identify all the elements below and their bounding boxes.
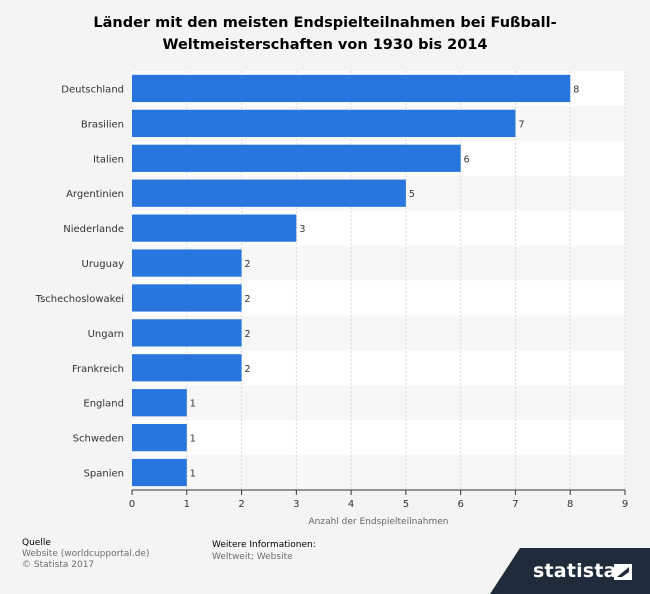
bar[interactable]	[132, 249, 242, 277]
bar[interactable]	[132, 458, 187, 487]
x-tick-label: 9	[622, 499, 628, 510]
value-label: 1	[190, 434, 196, 445]
value-label: 6	[464, 154, 470, 165]
bar[interactable]	[132, 389, 187, 417]
chart-title: Länder mit den meisten Endspielteilnahme…	[40, 12, 610, 56]
bar[interactable]	[132, 144, 461, 172]
value-label: 1	[190, 399, 196, 410]
value-label: 8	[573, 84, 579, 95]
x-tick-label: 2	[238, 499, 244, 510]
value-label: 2	[245, 294, 251, 305]
bar[interactable]	[132, 214, 297, 242]
value-label: 1	[190, 469, 196, 480]
value-label: 5	[409, 189, 415, 200]
category-label: Frankreich	[72, 364, 124, 375]
source-website[interactable]: Website (worldcupportal.de)	[22, 549, 150, 559]
info-label: Weitere Informationen:	[212, 540, 316, 550]
category-label: Ungarn	[88, 329, 124, 340]
category-label: Deutschland	[61, 84, 124, 95]
category-label: Italien	[93, 154, 124, 165]
bar-chart: Deutschland 8 Brasilien 7 Italien 6 Argentinie…	[35, 71, 628, 527]
category-label: Niederlande	[63, 224, 124, 235]
bar[interactable]	[132, 424, 187, 452]
bar[interactable]	[132, 179, 406, 207]
info-text: Weltweit; Website	[212, 552, 293, 562]
category-label: Brasilien	[81, 119, 124, 130]
chart-title-line-1: Länder mit den meisten Endspielteilnahme…	[93, 15, 557, 31]
category-label: Argentinien	[66, 189, 124, 200]
row-stripe	[132, 455, 625, 490]
x-tick-label: 1	[184, 499, 190, 510]
value-label: 3	[299, 224, 305, 235]
x-tick-label: 3	[293, 499, 299, 510]
chart-title-line-2: Weltmeisterschaften von 1930 bis 2014	[162, 37, 488, 53]
bar[interactable]	[132, 354, 242, 382]
value-label: 7	[518, 119, 524, 130]
x-tick-label: 8	[567, 499, 573, 510]
category-label: Schweden	[73, 434, 124, 445]
category-label: England	[83, 399, 124, 410]
x-tick-label: 0	[129, 499, 135, 510]
bar[interactable]	[132, 284, 242, 312]
bar[interactable]	[132, 319, 242, 347]
brand-name: statista	[533, 560, 617, 582]
category-label: Spanien	[84, 469, 124, 480]
x-tick-label: 4	[348, 499, 354, 510]
x-tick-label: 5	[403, 499, 409, 510]
x-axis-title: Anzahl der Endspielteilnahmen	[308, 517, 448, 527]
row-stripe	[132, 385, 625, 421]
source-label: Quelle	[22, 538, 51, 548]
bar[interactable]	[132, 109, 516, 137]
value-label: 2	[245, 329, 251, 340]
x-tick-label: 7	[512, 499, 518, 510]
statista-icon	[614, 564, 632, 580]
category-label: Tschechoslowakei	[35, 294, 124, 305]
category-label: Uruguay	[82, 259, 125, 270]
value-label: 2	[245, 364, 251, 375]
value-label: 2	[245, 259, 251, 270]
x-tick-label: 6	[457, 499, 463, 510]
copyright-text: © Statista 2017	[22, 560, 95, 570]
bar[interactable]	[132, 74, 571, 103]
